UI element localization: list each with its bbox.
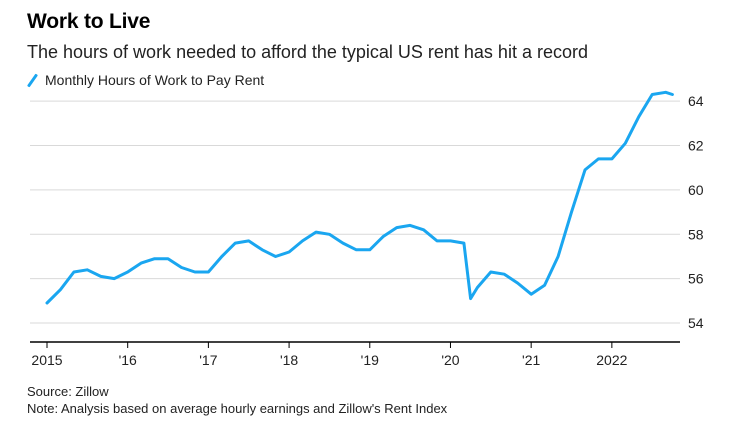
series-line [45,90,674,305]
gridlines [30,100,680,324]
y-tick-label: 62 [688,138,704,154]
x-axis: 2015 '16 '17 '18 '19 '20 '21 2022 [30,341,680,368]
legend: Monthly Hours of Work to Pay Rent [27,72,264,88]
x-tick-label: '16 [119,352,137,368]
series-layer [45,90,674,305]
y-tick-label: 56 [688,271,704,287]
y-tick-label: 64 [688,93,704,109]
x-tick-label: '18 [280,352,298,368]
x-tick-label: '19 [361,352,379,368]
chart-subtitle: The hours of work needed to afford the t… [27,42,588,62]
y-axis-ticks: 54 56 58 60 62 64 [688,93,704,331]
legend-label: Monthly Hours of Work to Pay Rent [45,72,265,88]
y-tick-label: 60 [688,182,704,198]
x-tick-label: '21 [522,352,540,368]
source-text: Source: Zillow [27,384,109,399]
x-tick-label: '20 [441,352,459,368]
note-text: Note: Analysis based on average hourly e… [27,401,448,416]
y-tick-label: 54 [688,315,704,331]
x-tick-label: 2022 [596,352,627,368]
chart-title: Work to Live [27,10,151,33]
x-tick-label: 2015 [31,352,62,368]
y-tick-label: 58 [688,226,704,242]
x-tick-label: '17 [199,352,217,368]
